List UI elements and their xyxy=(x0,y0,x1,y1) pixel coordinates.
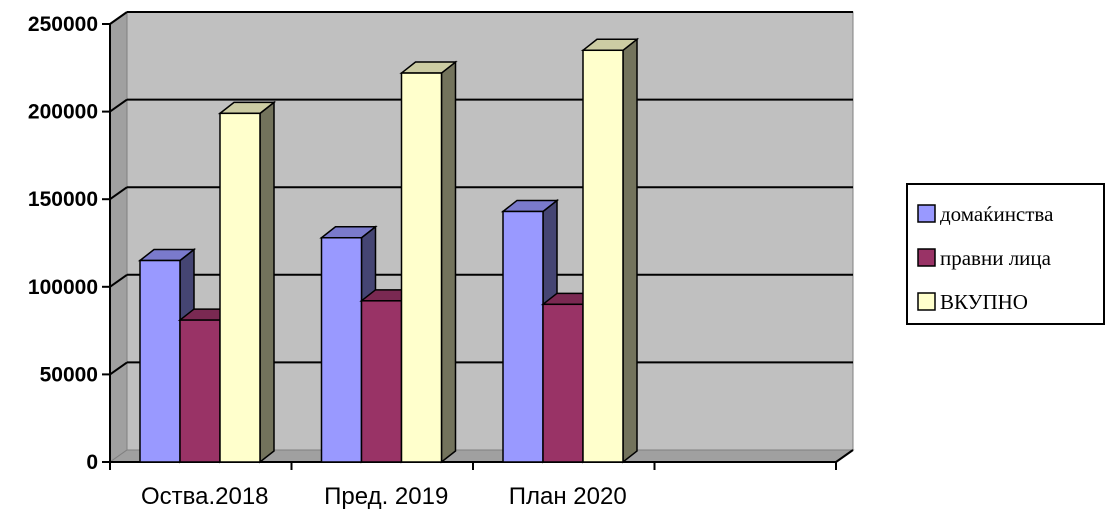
y-tick-labels: 0 50000 100000 150000 200000 250000 xyxy=(28,13,98,474)
x-tick-label: План 2020 xyxy=(509,483,627,510)
y-tick-label: 150000 xyxy=(28,188,98,211)
bar xyxy=(217,100,277,464)
x-tick-labels: Оства.2018 Пред. 2019 План 2020 xyxy=(141,483,627,510)
gridline-side xyxy=(109,361,128,376)
legend-swatch xyxy=(917,292,936,311)
legend-swatch xyxy=(917,204,936,223)
legend-label: домаќинства xyxy=(940,202,1054,226)
legend-label: ВКУПНО xyxy=(940,290,1028,314)
gridline-side xyxy=(109,11,128,25)
y-tick-label: 0 xyxy=(86,451,98,474)
legend-box xyxy=(906,183,1105,325)
bar xyxy=(500,198,560,464)
gridline-side xyxy=(109,273,128,288)
y-tick-label: 100000 xyxy=(28,276,98,299)
side-wall xyxy=(109,11,128,463)
x-tick-label: Оства.2018 xyxy=(141,483,269,510)
legend-label: правни лица xyxy=(940,246,1052,270)
y-tick-label: 50000 xyxy=(40,363,98,386)
gridline-side xyxy=(109,98,128,113)
x-axis-depth xyxy=(835,449,854,463)
y-tick-label: 200000 xyxy=(28,101,98,124)
legend-swatch xyxy=(917,248,936,267)
legend: домаќинства правни лица ВКУПНО xyxy=(906,183,1105,325)
gridline-side xyxy=(109,186,128,201)
bar xyxy=(580,37,640,464)
bars xyxy=(137,37,640,464)
y-tick-label: 250000 xyxy=(28,13,98,36)
bar xyxy=(399,60,458,464)
x-tick-label: Пред. 2019 xyxy=(324,483,448,510)
